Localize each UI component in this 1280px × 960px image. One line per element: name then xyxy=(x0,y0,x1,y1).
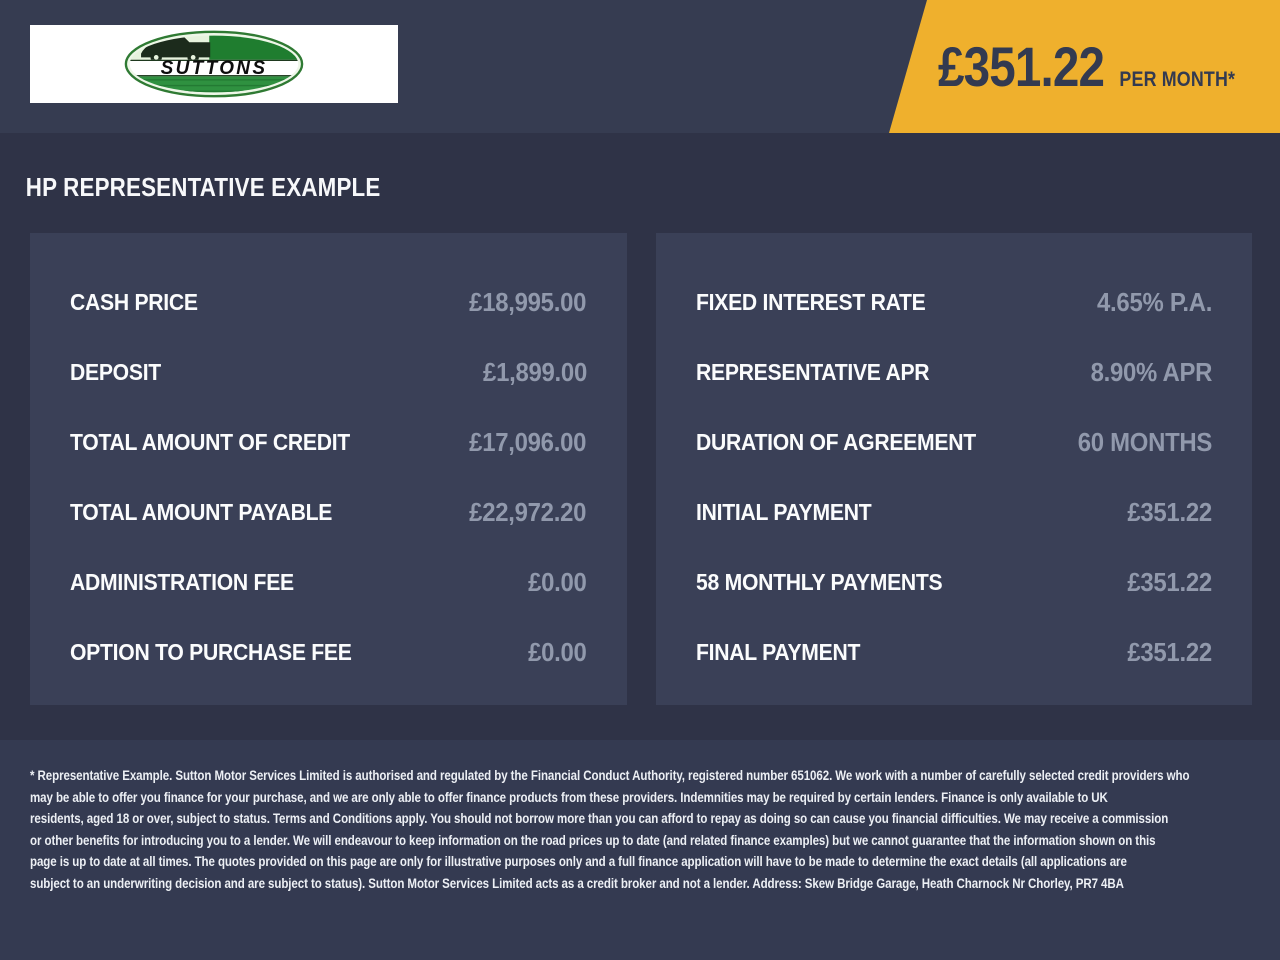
finance-row: TOTAL AMOUNT OF CREDIT £17,096.00 xyxy=(70,407,587,477)
monthly-price-banner: £351.22 PER MONTH* xyxy=(889,0,1280,133)
disclaimer-line: residents, aged 18 or over, subject to s… xyxy=(30,811,1169,826)
finance-label: CASH PRICE xyxy=(70,288,198,315)
finance-value: £351.22 xyxy=(1127,566,1212,597)
finance-label: INITIAL PAYMENT xyxy=(695,498,872,525)
finance-row: FIXED INTEREST RATE 4.65% P.A. xyxy=(696,267,1213,337)
finance-panel-right: FIXED INTEREST RATE 4.65% P.A. REPRESENT… xyxy=(655,233,1252,705)
finance-row: OPTION TO PURCHASE FEE £0.00 xyxy=(70,617,587,687)
finance-label: DURATION OF AGREEMENT xyxy=(695,428,976,455)
main-content: HP REPRESENTATIVE EXAMPLE CASH PRICE £18… xyxy=(0,133,1280,740)
finance-value: 4.65% P.A. xyxy=(1096,286,1212,317)
dealer-logo: SUTTONS xyxy=(30,25,398,103)
finance-row: TOTAL AMOUNT PAYABLE £22,972.20 xyxy=(70,477,587,547)
finance-value: £0.00 xyxy=(528,636,587,667)
finance-row: INITIAL PAYMENT £351.22 xyxy=(696,477,1213,547)
price-suffix: PER MONTH* xyxy=(1119,68,1236,91)
logo-wordmark: SUTTONS xyxy=(161,58,268,79)
finance-value: £1,899.00 xyxy=(482,356,587,387)
disclaimer-line: page is up to date at all times. The quo… xyxy=(30,854,1127,869)
finance-panel-left: CASH PRICE £18,995.00 DEPOSIT £1,899.00 … xyxy=(30,233,627,705)
finance-value: 8.90% APR xyxy=(1090,356,1212,387)
finance-row: CASH PRICE £18,995.00 xyxy=(70,267,587,337)
finance-panels: CASH PRICE £18,995.00 DEPOSIT £1,899.00 … xyxy=(30,233,1252,705)
disclaimer-line: may be able to offer you finance for you… xyxy=(30,789,1108,805)
finance-value: £22,972.20 xyxy=(469,496,587,527)
finance-label: DEPOSIT xyxy=(70,358,161,385)
finance-label: ADMINISTRATION FEE xyxy=(70,568,294,595)
price-amount: £351.22 xyxy=(938,35,1105,98)
finance-value: 60 MONTHS xyxy=(1077,426,1213,457)
finance-label: TOTAL AMOUNT OF CREDIT xyxy=(70,428,350,455)
finance-value: £18,995.00 xyxy=(469,286,587,317)
finance-value: £351.22 xyxy=(1127,496,1212,527)
finance-label: TOTAL AMOUNT PAYABLE xyxy=(70,498,333,525)
finance-row: 58 MONTHLY PAYMENTS £351.22 xyxy=(696,547,1213,617)
finance-value: £17,096.00 xyxy=(469,426,587,457)
suttons-logo-icon: SUTTONS xyxy=(124,30,304,98)
finance-row: DEPOSIT £1,899.00 xyxy=(70,337,587,407)
finance-row: REPRESENTATIVE APR 8.90% APR xyxy=(696,337,1213,407)
finance-row: FINAL PAYMENT £351.22 xyxy=(696,617,1213,687)
monthly-price: £351.22 PER MONTH* xyxy=(938,34,1235,99)
finance-row: ADMINISTRATION FEE £0.00 xyxy=(70,547,587,617)
page-title: HP REPRESENTATIVE EXAMPLE xyxy=(25,172,381,202)
header: SUTTONS £351.22 PER MONTH* xyxy=(0,0,1280,133)
disclaimer-line: or other benefits for introducing you to… xyxy=(30,832,1156,848)
finance-label: FIXED INTEREST RATE xyxy=(695,288,926,315)
finance-value: £0.00 xyxy=(528,566,587,597)
finance-label: OPTION TO PURCHASE FEE xyxy=(70,638,352,665)
finance-label: REPRESENTATIVE APR xyxy=(695,358,930,385)
finance-label: 58 MONTHLY PAYMENTS xyxy=(695,568,943,595)
finance-row: DURATION OF AGREEMENT 60 MONTHS xyxy=(696,407,1213,477)
disclaimer-line: * Representative Example. Sutton Motor S… xyxy=(30,768,1190,783)
legal-disclaimer: * Representative Example. Sutton Motor S… xyxy=(0,740,1280,960)
finance-label: FINAL PAYMENT xyxy=(695,638,860,665)
disclaimer-line: subject to an underwriting decision and … xyxy=(30,875,1124,891)
finance-value: £351.22 xyxy=(1127,636,1212,667)
